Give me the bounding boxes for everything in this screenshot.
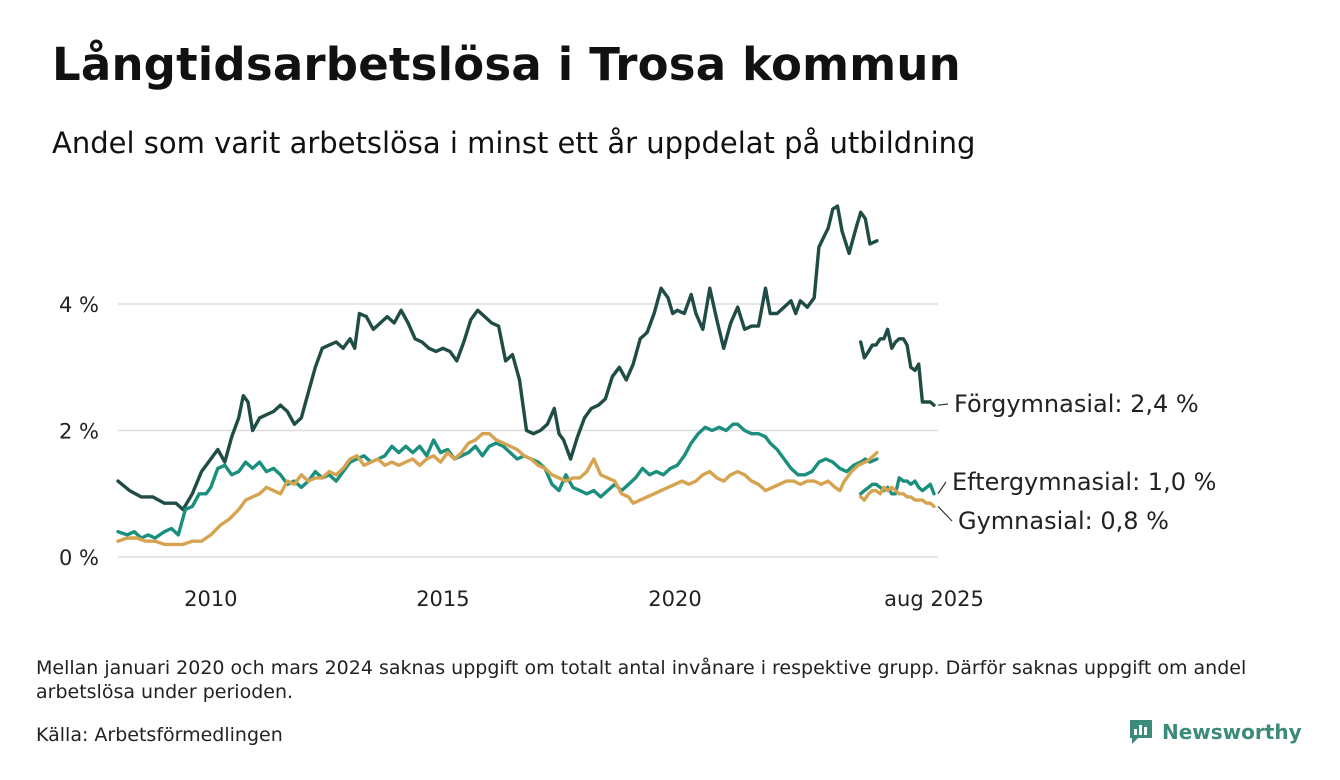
brand-name: Newsworthy [1162,720,1302,744]
series-line-f-rgymnasial-segment-1 [859,327,936,407]
y-axis-ticks: 0 % 2 % 4 % [59,293,99,570]
x-tick-label: 2020 [648,587,701,611]
series-line-eftergymnasial-segment-0 [116,422,879,540]
series-lines [116,204,936,547]
bar-chart-icon [1130,720,1152,744]
leader-line [937,481,947,495]
chart-subtitle: Andel som varit arbetslösa i minst ett å… [52,126,976,160]
series-line-f-rgymnasial-segment-0 [116,204,879,512]
series-line-eftergymnasial-segment-1 [859,476,936,496]
line-chart: 0 % 2 % 4 % 2010 2015 2020 aug 2025 Förgymnas… [59,204,1216,611]
chart-title: Långtidsarbetslösa i Trosa kommun [52,38,961,91]
y-tick-label: 2 % [59,420,99,444]
leader-line [937,505,953,522]
x-tick-label: aug 2025 [884,587,984,611]
x-tick-label: 2015 [416,587,469,611]
x-axis-ticks: 2010 2015 2020 aug 2025 [184,587,984,611]
series-end-label: Förgymnasial: 2,4 % [954,390,1199,418]
source-credit: Källa: Arbetsförmedlingen [36,724,283,746]
series-line-gymnasial-segment-1 [859,485,936,509]
x-tick-label: 2010 [184,587,237,611]
footnote: Mellan januari 2020 och mars 2024 saknas… [36,657,1247,703]
newsworthy-logo[interactable]: Newsworthy [1128,718,1302,746]
leader-line [937,403,949,406]
series-end-labels: Förgymnasial: 2,4 % Eftergymnasial: 1,0 %… [937,390,1216,535]
series-line-gymnasial-segment-0 [116,432,879,547]
series-end-label: Gymnasial: 0,8 % [958,507,1169,535]
series-end-label: Eftergymnasial: 1,0 % [952,468,1216,496]
y-tick-label: 0 % [59,546,99,570]
y-tick-label: 4 % [59,293,99,317]
